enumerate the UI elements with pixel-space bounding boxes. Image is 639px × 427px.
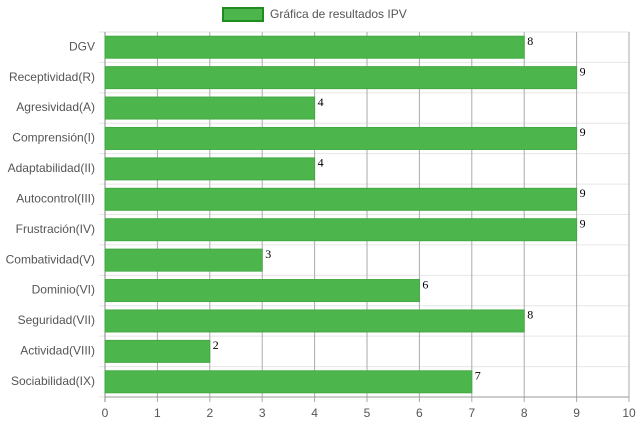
data-label: 8	[527, 34, 533, 48]
data-label: 9	[580, 216, 586, 230]
bar	[104, 309, 525, 333]
x-tick-label: 10	[622, 406, 636, 420]
y-tick-label: Adaptabilidad(II)	[8, 161, 95, 175]
x-tick-label: 1	[154, 406, 161, 420]
bar	[104, 218, 578, 242]
data-label: 9	[580, 186, 586, 200]
data-label: 2	[213, 338, 219, 352]
y-tick-label: Comprensión(I)	[12, 131, 95, 145]
x-tick-label: 9	[573, 406, 580, 420]
bar	[104, 66, 578, 90]
data-label: 7	[475, 369, 481, 383]
x-tick-label: 8	[521, 406, 528, 420]
y-tick-label: Dominio(VI)	[32, 283, 95, 297]
data-label: 6	[422, 277, 428, 291]
y-tick-label: Agresividad(A)	[16, 100, 95, 114]
x-tick-label: 4	[311, 406, 318, 420]
x-tick-label: 2	[206, 406, 213, 420]
bar	[104, 339, 211, 363]
data-label: 4	[318, 156, 324, 170]
data-label: 3	[265, 247, 271, 261]
y-tick-label: Sociabilidad(IX)	[11, 374, 95, 388]
bar	[104, 187, 578, 211]
x-tick-label: 0	[102, 406, 109, 420]
bar	[104, 248, 263, 272]
bar	[104, 157, 316, 181]
bar	[104, 96, 316, 120]
y-tick-label: Frustración(IV)	[16, 222, 95, 236]
y-tick-label: Actividad(VIII)	[20, 344, 95, 358]
data-label: 8	[527, 308, 533, 322]
x-tick-label: 5	[364, 406, 371, 420]
x-tick-label: 6	[416, 406, 423, 420]
y-tick-label: Autocontrol(III)	[16, 191, 95, 205]
data-label: 4	[318, 95, 324, 109]
data-label: 9	[580, 64, 586, 78]
legend-swatch	[222, 7, 264, 22]
x-tick-label: 7	[468, 406, 475, 420]
bar	[104, 279, 420, 303]
legend-label: Gráfica de resultados IPV	[270, 7, 407, 21]
bar	[104, 35, 525, 59]
y-tick-label: Seguridad(VII)	[18, 313, 95, 327]
bar	[104, 126, 578, 150]
data-label: 9	[580, 125, 586, 139]
y-tick-label: Combatividad(V)	[6, 252, 95, 266]
y-tick-label: Receptividad(R)	[9, 70, 95, 84]
x-tick-label: 3	[259, 406, 266, 420]
bar	[104, 370, 473, 394]
y-tick-label: DGV	[69, 39, 95, 53]
